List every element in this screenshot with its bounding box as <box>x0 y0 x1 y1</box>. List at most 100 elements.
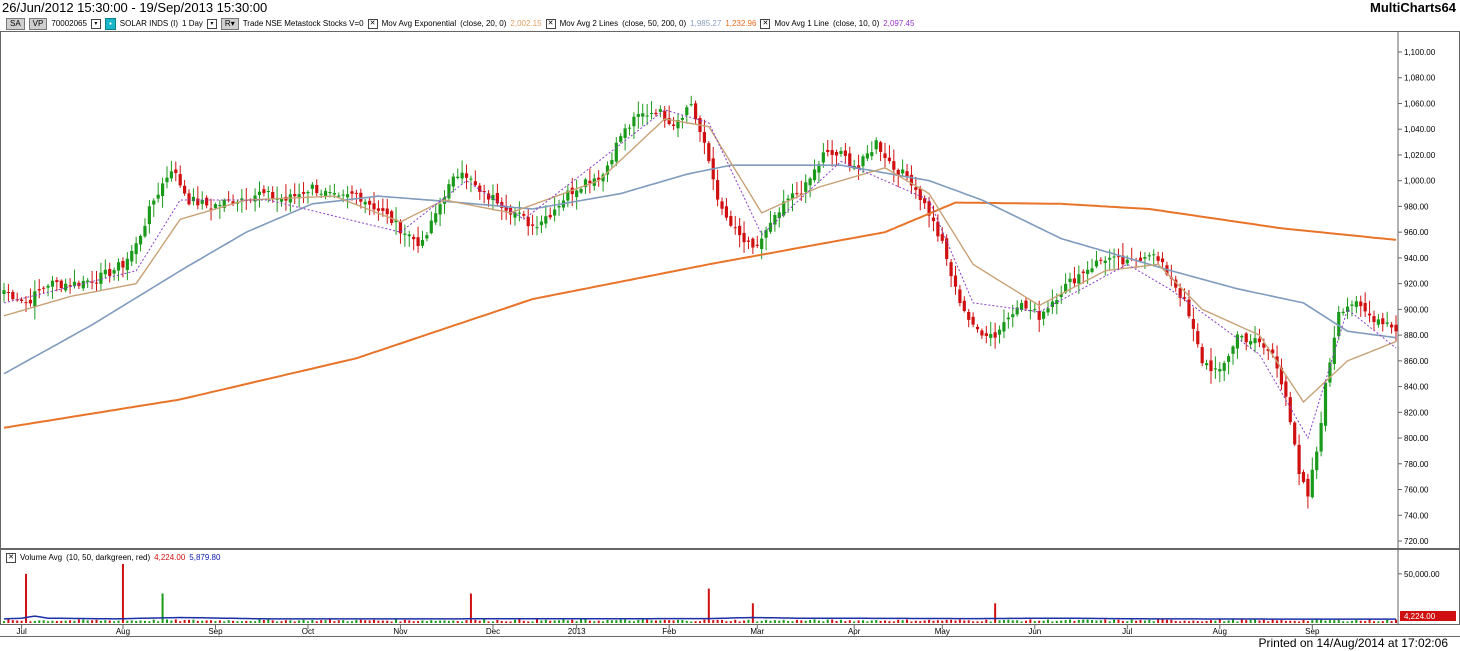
candle-body <box>1257 338 1262 343</box>
candle-body <box>1284 381 1288 397</box>
candle-body <box>716 180 720 200</box>
candle-body <box>398 221 403 234</box>
candle-body <box>901 169 905 174</box>
candle-body <box>649 112 654 115</box>
r-button[interactable]: R▾ <box>220 17 239 30</box>
candle-body <box>266 191 270 193</box>
candle-body <box>464 173 469 178</box>
x-tick-label: May <box>935 627 950 636</box>
candle-body <box>839 151 843 154</box>
candle-body <box>1037 311 1041 320</box>
candle-body <box>165 177 169 183</box>
x-tick-label: Dec <box>486 627 500 636</box>
candle-body <box>160 183 165 196</box>
candle-body <box>486 193 491 200</box>
candle-body <box>363 201 367 205</box>
candle-body <box>760 238 764 250</box>
candle-body <box>1059 293 1063 298</box>
symbol-label: SOLAR INDS (I) <box>119 19 179 28</box>
candle-body <box>808 178 812 186</box>
volume-study-close-icon[interactable]: ✕ <box>6 552 16 563</box>
study3-close-icon[interactable]: ✕ <box>760 18 771 29</box>
candle-body <box>121 260 125 268</box>
study3-params: (close, 10, 0) <box>833 19 880 28</box>
candle-body <box>1389 324 1394 328</box>
candle-body <box>1112 256 1116 258</box>
candle-body <box>958 289 962 304</box>
candle-body <box>627 127 632 129</box>
candle-body <box>1367 313 1372 316</box>
candle-body <box>1262 343 1266 348</box>
candle-body <box>337 195 341 197</box>
candle-body <box>147 206 151 225</box>
candle-body <box>641 113 645 117</box>
candle-body <box>1174 279 1178 288</box>
candle-body <box>619 136 623 142</box>
date-range: 26/Jun/2012 15:30:00 - 19/Sep/2013 15:30… <box>2 0 268 15</box>
candle-body <box>1218 368 1222 372</box>
chart-toolbar: SA VP 70002065 ▾ ▪ SOLAR INDS (I) 1 Day … <box>6 17 914 30</box>
candle-body <box>1125 259 1129 264</box>
candle-body <box>1011 314 1015 318</box>
candle-body <box>1231 346 1235 354</box>
candle-body <box>1381 318 1385 325</box>
y-tick-label: 920.00 <box>1404 280 1429 289</box>
candle-body <box>319 193 323 195</box>
candle-body <box>936 221 940 237</box>
candle-body <box>931 217 936 222</box>
candle-body <box>1359 301 1363 307</box>
account-dropdown-icon[interactable]: ▾ <box>90 18 101 29</box>
candle-body <box>671 124 676 127</box>
candle-body <box>1345 306 1350 312</box>
candle-body <box>914 187 918 190</box>
x-tick-label: Jul <box>17 627 27 636</box>
interval-dropdown-icon[interactable]: ▾ <box>206 18 217 29</box>
candle-body <box>790 193 795 200</box>
candle-body <box>909 174 914 186</box>
volume-last-tag <box>1400 611 1456 621</box>
candle-body <box>773 215 777 225</box>
candle-body <box>169 171 173 179</box>
y-tick-label: 780.00 <box>1404 460 1429 469</box>
study1-close-icon[interactable]: ✕ <box>367 18 378 29</box>
candle-body <box>1319 423 1323 452</box>
study2-close-icon[interactable]: ✕ <box>545 18 556 29</box>
candle-body <box>1099 259 1103 261</box>
y-tick-label: 1,020.00 <box>1404 151 1436 160</box>
candle-body <box>1152 254 1156 256</box>
y-tick-label: 940.00 <box>1404 254 1429 263</box>
sa-button[interactable]: SA <box>6 17 25 30</box>
candle-body <box>279 198 284 202</box>
candle-body <box>306 191 310 194</box>
candle-body <box>478 185 482 192</box>
candle-body <box>553 209 557 216</box>
candle-body <box>46 285 50 288</box>
vp-button[interactable]: VP <box>28 17 48 30</box>
candle-body <box>1240 336 1244 338</box>
candle-body <box>390 211 394 223</box>
candle-body <box>359 192 363 202</box>
candle-body <box>1297 444 1301 475</box>
candle-body <box>923 198 927 204</box>
candle-body <box>416 237 420 247</box>
data-source-label: Trade NSE Metastock Stocks V=0 <box>242 19 364 28</box>
candle-body <box>1332 337 1336 364</box>
candle-body <box>733 227 737 229</box>
candle-body <box>1200 347 1204 364</box>
candle-body <box>980 330 984 336</box>
candles <box>2 95 1398 509</box>
candle-body <box>856 165 861 169</box>
candle-body <box>205 197 209 206</box>
candle-body <box>125 258 129 271</box>
symbol-icon[interactable]: ▪ <box>104 17 116 30</box>
candle-body <box>191 196 196 202</box>
candle-body <box>720 201 724 209</box>
candle-body <box>64 283 68 291</box>
candle-body <box>1068 278 1072 283</box>
candle-body <box>1156 256 1160 261</box>
candle-body <box>843 150 847 156</box>
candle-body <box>834 151 839 156</box>
candle-body <box>2 290 6 295</box>
candle-body <box>949 262 953 277</box>
